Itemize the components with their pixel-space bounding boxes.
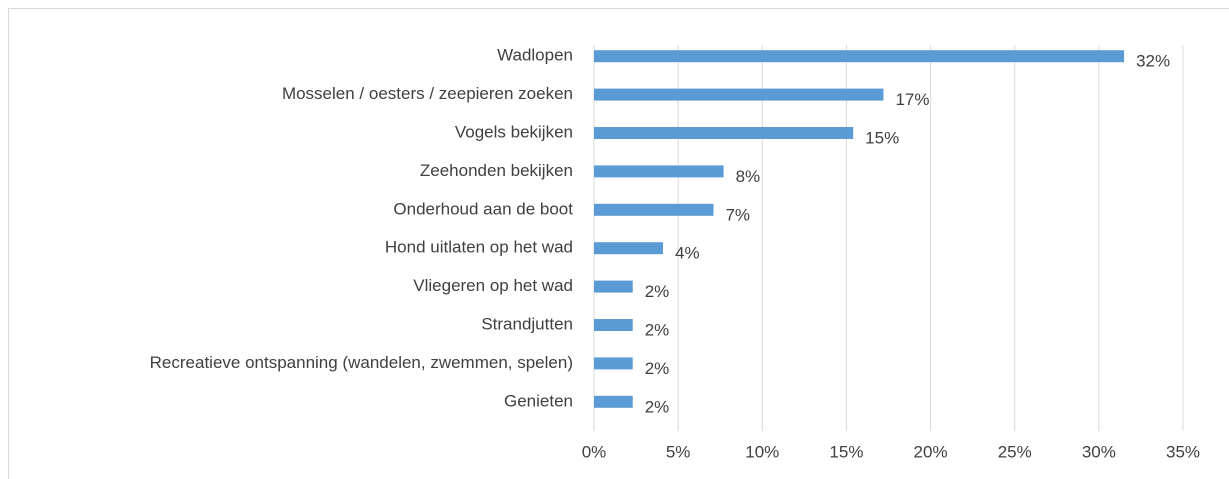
x-tick-label: 0% [582,442,607,461]
y-tick-label: Hond uitlaten op het wad [385,238,573,257]
bar [594,127,854,139]
value-label: 8% [736,167,761,186]
y-tick-label: Strandjutten [481,314,573,333]
bar [594,280,633,293]
value-label: 4% [675,244,700,263]
value-label: 2% [645,359,670,378]
value-label: 7% [725,205,750,224]
x-tick-label: 20% [914,442,948,461]
y-tick-label: Genieten [504,391,573,410]
y-tick-label: Vliegeren op het wad [413,276,573,295]
bar [594,357,633,370]
x-tick-label: 5% [666,442,691,461]
y-tick-label: Onderhoud aan de boot [393,199,573,218]
value-label: 17% [895,90,929,109]
x-tick-label: 35% [1166,442,1200,461]
bar [594,203,714,216]
bar [594,242,663,255]
bar [594,319,633,331]
bar [594,395,633,408]
x-tick-label: 25% [998,442,1032,461]
x-tick-label: 10% [745,442,779,461]
x-tick-label: 30% [1082,442,1116,461]
y-tick-label: Vogels bekijken [455,122,573,141]
y-tick-label: Mosselen / oesters / zeepieren zoeken [282,84,573,103]
x-tick-label: 15% [829,442,863,461]
bar [594,88,884,101]
chart-frame [8,8,1229,479]
bar [594,165,724,178]
y-tick-label: Recreatieve ontspanning (wandelen, zwemm… [150,353,573,372]
value-label: 15% [865,128,899,147]
value-label: 2% [645,320,670,339]
value-label: 2% [645,397,670,416]
bar [594,50,1125,63]
y-tick-label: Zeehonden bekijken [420,161,573,180]
value-label: 2% [645,282,670,301]
y-tick-label: Wadlopen [497,46,573,65]
value-label: 32% [1136,52,1170,71]
